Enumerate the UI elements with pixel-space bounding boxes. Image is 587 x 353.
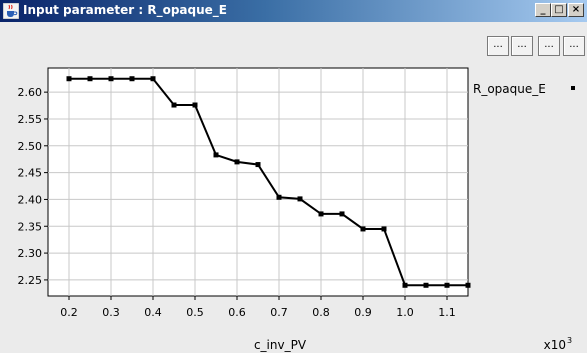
x-tick-label: 1.1	[438, 306, 456, 319]
data-point	[423, 282, 429, 288]
y-tick-label: 2.30	[18, 247, 43, 260]
y-tick-label: 2.25	[18, 274, 43, 287]
data-point	[318, 211, 324, 217]
legend-label: R_opaque_E	[473, 82, 546, 96]
data-point	[360, 226, 366, 232]
data-point	[297, 196, 303, 202]
data-point	[108, 76, 114, 82]
data-point	[171, 102, 177, 108]
y-tick-label: 2.40	[18, 193, 43, 206]
window-title: Input parameter : R_opaque_E	[23, 3, 227, 17]
grid	[48, 68, 468, 296]
data-point	[465, 282, 471, 288]
data-point	[213, 152, 219, 158]
data-point	[87, 76, 93, 82]
y-tick-label: 2.45	[18, 167, 43, 180]
x-tick-label: 0.5	[186, 306, 204, 319]
x-tick-label: 1.0	[396, 306, 414, 319]
x-tick-label: 0.3	[102, 306, 120, 319]
data-point	[129, 76, 135, 82]
data-point	[381, 226, 387, 232]
x-axis-label: c_inv_PV	[254, 338, 307, 352]
series-line	[69, 77, 468, 287]
data-point	[339, 211, 345, 217]
toolbar-button-3[interactable]: ...	[538, 36, 560, 56]
data-point	[402, 282, 408, 288]
y-tick-label: 2.35	[18, 220, 43, 233]
maximize-button[interactable]: □	[551, 3, 567, 17]
toolbar-button-4[interactable]: ...	[563, 36, 585, 56]
x-axis-multiplier: x10	[544, 338, 566, 352]
x-tick-label: 0.6	[228, 306, 246, 319]
y-tick-label: 2.60	[18, 86, 43, 99]
close-button[interactable]: ×	[568, 3, 584, 17]
data-point	[276, 194, 282, 200]
data-point	[234, 159, 240, 165]
toolbar-button-1[interactable]: ...	[487, 36, 509, 56]
toolbar-button-2[interactable]: ...	[511, 36, 533, 56]
java-cup-icon	[3, 3, 19, 19]
minimize-button[interactable]: _	[535, 3, 551, 17]
x-tick-label: 0.4	[144, 306, 162, 319]
x-tick-label: 0.7	[270, 306, 288, 319]
x-tick-label: 0.2	[60, 306, 78, 319]
title-bar[interactable]: Input parameter : R_opaque_E _ □ ×	[0, 0, 587, 22]
y-tick-label: 2.50	[18, 140, 43, 153]
data-point	[150, 76, 156, 82]
data-point	[66, 76, 72, 82]
legend-marker	[571, 86, 575, 90]
x-axis-multiplier-exponent: 3	[567, 336, 572, 345]
axes: 2.25 2.30 2.35 2.40 2.45 2.50 2.55 2.60 0.2 0.3 0.…	[18, 86, 456, 319]
x-tick-label: 0.9	[354, 306, 372, 319]
series-layer	[66, 76, 471, 288]
x-tick-label: 0.8	[312, 306, 330, 319]
y-tick-label: 2.55	[18, 113, 43, 126]
data-point	[444, 282, 450, 288]
data-point	[192, 102, 198, 108]
data-point	[255, 162, 261, 168]
plot-area	[47, 67, 469, 297]
